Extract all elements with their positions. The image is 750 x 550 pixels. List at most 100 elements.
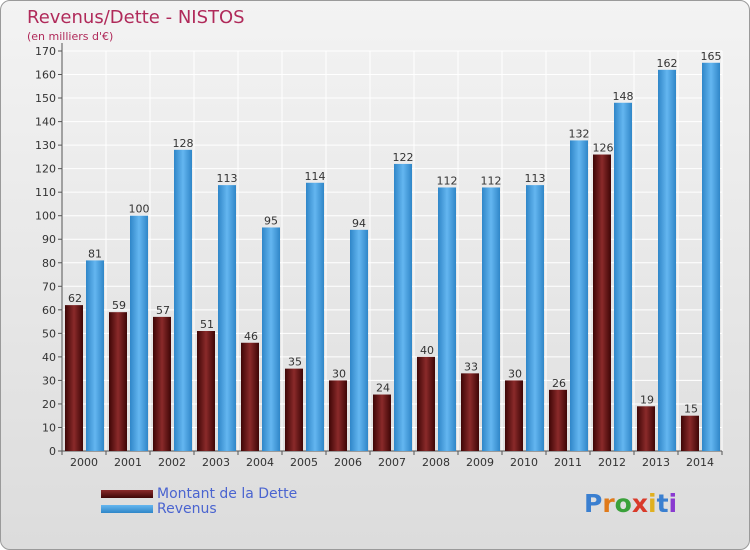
data-label-debt-2011: 26 [552,377,566,390]
logo-letter: t [656,489,669,518]
logo-letter: o [614,489,632,518]
data-label-debt-2005: 35 [288,356,302,369]
bar-debt-2003 [197,331,215,451]
data-label-revenue-2000: 81 [88,247,102,260]
x-tick-label: 2001 [114,456,142,469]
data-label-revenue-2003: 113 [217,172,238,185]
bar-revenue-2013 [658,69,676,451]
legend-swatch-revenue [101,505,153,513]
bar-debt-2007 [373,394,391,451]
x-tick-label: 2002 [158,456,186,469]
bar-debt-2011 [549,389,567,451]
bar-debt-2001 [109,312,127,451]
proxiti-logo: Proxiti [584,489,677,518]
x-tick-label: 2012 [598,456,626,469]
data-label-debt-2001: 59 [112,299,126,312]
bar-debt-2013 [637,406,655,451]
bar-revenue-2009 [482,187,500,451]
data-labels: 62 81 59 100 57 128 51 113 46 95 35 114 30 94 24 122 40 1… [68,50,722,416]
data-label-debt-2009: 33 [464,360,478,373]
data-label-debt-2002: 57 [156,304,170,317]
bar-revenue-2002 [174,149,192,451]
y-tick-label: 130 [35,139,56,152]
y-tick-label: 170 [35,45,56,58]
x-tick-label: 2009 [466,456,494,469]
y-tick-label: 70 [42,280,56,293]
y-tick-label: 100 [35,210,56,223]
y-tick-label: 80 [42,257,56,270]
legend-swatch-debt [101,490,153,498]
logo-letter: i [648,489,657,518]
x-tick-label: 2014 [686,456,714,469]
data-label-revenue-2009: 112 [481,174,502,187]
y-tick-label: 150 [35,92,56,105]
bar-debt-2000 [65,305,83,451]
bar-revenue-2005 [306,182,324,451]
data-label-revenue-2011: 132 [569,127,590,140]
bar-debt-2010 [505,380,523,451]
data-label-debt-2007: 24 [376,382,390,395]
x-tick-label: 2010 [510,456,538,469]
bar-revenue-2012 [614,102,632,451]
y-tick-label: 30 [42,374,56,387]
bar-revenue-2003 [218,185,236,451]
data-label-revenue-2010: 113 [525,172,546,185]
y-tick-label: 60 [42,304,56,317]
data-label-revenue-2014: 165 [701,50,722,63]
bar-debt-2005 [285,368,303,451]
x-tick-label: 2005 [290,456,318,469]
bar-revenue-2007 [394,163,412,452]
y-tick-label: 110 [35,186,56,199]
data-label-debt-2003: 51 [200,318,214,331]
bar-revenue-2006 [350,229,368,451]
x-tick-label: 2008 [422,456,450,469]
x-tick-label: 2013 [642,456,670,469]
bar-debt-2009 [461,373,479,451]
bar-revenue-2001 [130,215,148,451]
chart-title: Revenus/Dette - NISTOS [27,7,245,28]
x-tick-label: 2004 [246,456,274,469]
data-label-revenue-2008: 112 [437,174,458,187]
y-tick-label: 120 [35,163,56,176]
y-tick-label: 40 [42,351,56,364]
data-label-revenue-2005: 114 [305,170,326,183]
data-label-debt-2004: 46 [244,330,258,343]
y-tick-label: 160 [35,69,56,82]
data-label-debt-2014: 15 [684,403,698,416]
data-label-debt-2013: 19 [640,393,654,406]
y-tick-label: 90 [42,233,56,246]
bar-debt-2006 [329,380,347,451]
data-label-revenue-2001: 100 [129,203,150,216]
data-label-revenue-2007: 122 [393,151,414,164]
bar-debt-2012 [593,154,611,451]
data-label-revenue-2012: 148 [613,90,634,103]
y-tick-label: 140 [35,116,56,129]
legend-label-revenue: Revenus [157,501,217,517]
bar-debt-2002 [153,316,171,451]
data-label-revenue-2013: 162 [657,57,678,70]
data-label-debt-2008: 40 [420,344,434,357]
chart-subtitle: (en milliers d'€) [27,30,114,43]
logo-letter: P [584,489,603,518]
y-tick-label: 20 [42,398,56,411]
x-tick-label: 2007 [378,456,406,469]
data-label-debt-2006: 30 [332,367,346,380]
logo-letter: r [602,489,615,518]
bar-revenue-2014 [702,62,720,451]
data-label-revenue-2006: 94 [352,217,366,230]
bar-debt-2008 [417,356,435,451]
data-label-revenue-2002: 128 [173,137,194,150]
y-tick-label: 50 [42,327,56,340]
x-tick-label: 2000 [70,456,98,469]
y-tick-label: 0 [49,445,56,458]
data-label-revenue-2004: 95 [264,214,278,227]
x-tick-label: 2003 [202,456,230,469]
grid-lines [61,50,723,452]
x-tick-label: 2011 [554,456,582,469]
logo-letter: i [668,489,678,518]
legend-label-debt: Montant de la Dette [157,486,298,502]
bar-revenue-2011 [570,140,588,452]
bar-revenue-2010 [526,185,544,451]
